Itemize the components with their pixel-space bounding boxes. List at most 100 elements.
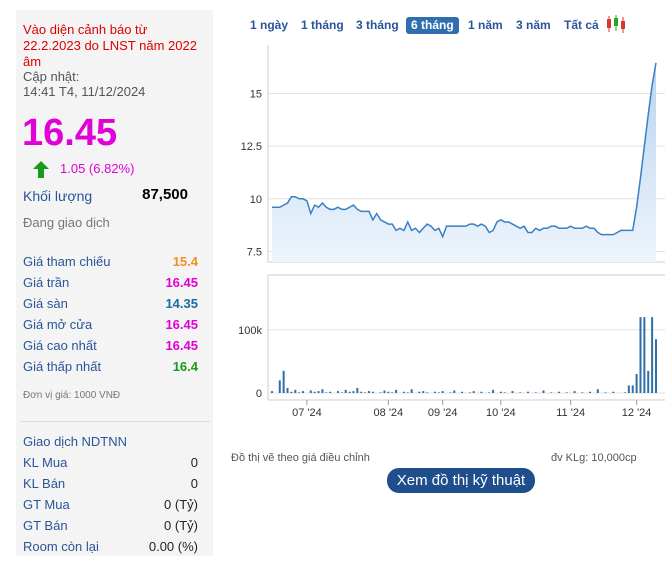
stat-value: 16.45 [165, 275, 198, 290]
volume-bar [534, 392, 537, 393]
volume-bar [499, 391, 502, 393]
y-tick-label: 7.5 [247, 246, 262, 258]
range-tab[interactable]: 3 tháng [356, 18, 399, 32]
stat-value: 14.35 [165, 296, 198, 311]
candle-icon[interactable] [605, 14, 627, 34]
foreign-value: 0 [190, 476, 198, 491]
volume-bar [360, 391, 363, 393]
range-tab[interactable]: 6 tháng [406, 17, 459, 34]
price-line [272, 62, 657, 239]
volume-bar [395, 389, 398, 393]
range-tab[interactable]: 3 năm [516, 18, 551, 32]
volume-bar [364, 392, 367, 393]
stat-value: 16.45 [165, 338, 198, 353]
updated-label: Cập nhật: [23, 69, 80, 84]
footer-note: Đồ thị vẽ theo giá điều chỉnh [231, 452, 370, 464]
volume-bar [461, 391, 464, 393]
volume: 87,500 [142, 186, 188, 203]
volume-bar [639, 317, 642, 393]
volume-bar [527, 391, 529, 393]
volume-bar [468, 392, 471, 393]
volume-bar [313, 391, 316, 393]
x-tick-label: 08 '24 [374, 407, 404, 419]
stat-label: Giá sàn [23, 296, 68, 311]
volume-bar [623, 392, 626, 393]
foreign-label: Room còn lại [23, 539, 99, 554]
volume-bar [655, 339, 657, 393]
volume-bar [511, 391, 514, 393]
stat-value: 15.4 [172, 254, 198, 269]
warning: Vào diện cảnh báo từ 22.2.2023 do LNST n… [23, 22, 197, 69]
volume-bar [348, 391, 351, 393]
volume-bar [367, 391, 370, 393]
volume-bar [290, 391, 293, 393]
volume-bar [379, 392, 382, 393]
x-tick-label: 10 '24 [486, 407, 516, 419]
y-tick-label: 100k [238, 325, 262, 337]
volume-bar [581, 392, 584, 393]
volume-bar [565, 392, 568, 393]
volume-bar [271, 391, 273, 393]
volume-bar [453, 390, 456, 393]
volume-bar [418, 391, 421, 393]
volume-bar [391, 392, 394, 393]
volume-bar [344, 389, 347, 393]
volume-bar [542, 390, 545, 393]
stat-value: 16.4 [172, 359, 198, 374]
volume-bar [356, 387, 359, 393]
tech-chart-button[interactable]: Xem đồ thị kỹ thuật [387, 468, 535, 493]
x-tick-label: 11 '24 [556, 407, 585, 419]
foreign-value: 0.00 (%) [148, 539, 198, 554]
volume-bar [410, 389, 413, 393]
y-tick-label: 12.5 [241, 141, 262, 153]
range-tab[interactable]: Tất cả [564, 18, 599, 32]
volume-bar [627, 385, 630, 393]
volume-bar [336, 391, 339, 393]
volume-bar [573, 391, 576, 393]
volume-bar [472, 391, 475, 393]
price-area [272, 62, 656, 262]
volume-bar [604, 392, 607, 393]
volume-bar [631, 385, 634, 393]
volume-bar [519, 392, 522, 393]
volume-bar [317, 391, 320, 393]
volume-bar [651, 317, 654, 393]
volume-bar [329, 391, 332, 393]
foreign-label: GT Mua [23, 497, 70, 512]
foreign-value: 0 (Tỷ) [164, 497, 198, 512]
x-tick-label: 09 '24 [428, 407, 458, 419]
volume-bar [302, 391, 305, 393]
volume-bar [422, 391, 425, 393]
price: 16.45 [22, 112, 118, 154]
volume-bar [596, 389, 599, 393]
volume-bar [298, 392, 301, 393]
volume-bar [340, 392, 343, 393]
footer-unit: đv KLg: 10,000cp [551, 452, 637, 464]
stat-label: Giá thấp nhất [23, 359, 102, 374]
x-tick-label: 12 '24 [622, 407, 652, 419]
change: 1.05 (6.82%) [60, 161, 135, 176]
volume-bar [647, 370, 650, 393]
volume-bar [589, 391, 592, 393]
volume-bar [488, 392, 491, 393]
unit-note: Đơn vị giá: 1000 VNĐ [23, 390, 121, 401]
volume-bar [383, 390, 386, 393]
stat-value: 16.45 [165, 317, 198, 332]
volume-bar [550, 392, 553, 393]
stat-label: Giá mở cửa [23, 317, 93, 332]
y-tick-label: 15 [250, 88, 262, 100]
foreign-value: 0 (Tỷ) [164, 518, 198, 533]
range-tab[interactable]: 1 tháng [301, 18, 344, 32]
separator [20, 421, 210, 422]
volume-label: Khối lượng [23, 188, 93, 204]
foreign-title: Giao dịch NDTNN [23, 434, 128, 449]
volume-bar [278, 380, 281, 393]
foreign-label: KL Mua [23, 455, 68, 470]
range-tab[interactable]: 1 ngày [250, 18, 289, 32]
stat-label: Giá cao nhất [23, 338, 97, 353]
stat-label: Giá trần [23, 275, 70, 290]
volume-bar [503, 392, 506, 393]
range-tab[interactable]: 1 năm [468, 18, 503, 32]
volume-bar [406, 392, 409, 393]
